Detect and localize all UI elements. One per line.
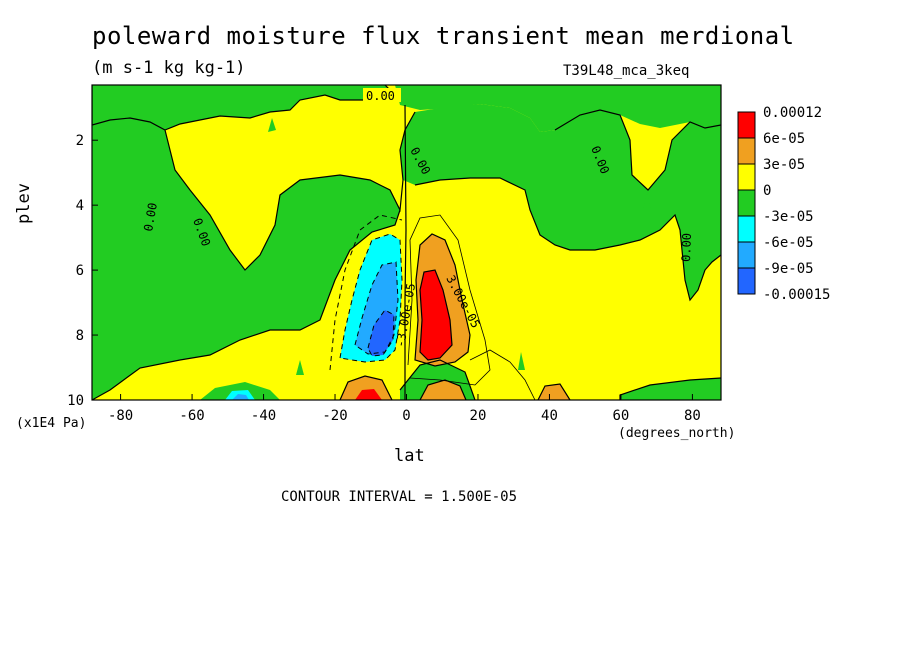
- field-green-speck-3: [296, 360, 304, 375]
- field-top-green-north: [395, 85, 721, 132]
- x-axis-label: lat: [394, 446, 425, 466]
- contour-pos-north: [414, 233, 471, 367]
- dataset-label: T39L48_mca_3keq: [563, 63, 690, 79]
- units-label: (m s-1 kg kg-1): [92, 58, 246, 78]
- contour-bottom-orange-40n: [537, 383, 571, 400]
- colorbar: 0.00012 6e-05 3e-05 0 -3e-05 -6e-05 -9e-05 -0.0…: [737, 105, 830, 303]
- field-green-bottom-right: [620, 378, 721, 400]
- colorbar-swatch: [737, 163, 756, 191]
- field-cyan-bottom-left2: [232, 394, 249, 400]
- contour-pos-outer: [407, 214, 491, 386]
- colorbar-label: 0.00012: [763, 105, 822, 121]
- field-green-speck-1: [268, 118, 276, 132]
- field-green-speck-4: [518, 352, 525, 370]
- field-red-north: [420, 270, 452, 360]
- y-ticks: 2 4 6 8 10: [67, 133, 98, 409]
- colorbar-swatch: [737, 267, 756, 295]
- y-tick-label: 10: [67, 393, 84, 409]
- field-green-south-pole: [92, 118, 400, 400]
- y-tick-label: 8: [76, 328, 84, 344]
- colorbar-swatch: [737, 189, 756, 217]
- contour-zero-bottom-right: [619, 377, 721, 400]
- contour-pos-north-inner: [419, 269, 453, 361]
- colorbar-swatch: [737, 215, 756, 243]
- contour-pos-outer2: [469, 349, 536, 400]
- colorbar-label: 3e-05: [763, 157, 805, 173]
- contour-neg-outer: [329, 214, 403, 371]
- contour-label-2: 0.00: [141, 202, 160, 233]
- colorbar-swatch: [737, 111, 756, 139]
- negative-contour-lines: [329, 214, 403, 371]
- contour-label-1: 0.00: [366, 89, 395, 103]
- contour-zero-lower: [92, 209, 401, 400]
- colorbar-label: -9e-05: [763, 261, 814, 277]
- colorbar-label: -3e-05: [763, 209, 814, 225]
- contour-label-6: 0.00: [679, 233, 694, 262]
- field-red-bottom-south: [355, 389, 382, 400]
- field-blue-south: [368, 310, 394, 356]
- x-tick-label: 20: [470, 408, 487, 424]
- x-tick-label: -40: [251, 408, 276, 424]
- contour-bottom-orange-north: [419, 379, 467, 400]
- contour-neg-2: [354, 261, 399, 355]
- x-tick-label: -20: [322, 408, 347, 424]
- x-tick-label: -80: [108, 408, 133, 424]
- x-tick-label: 40: [541, 408, 558, 424]
- contour-fields: [92, 85, 721, 400]
- field-orange-bottom-north: [420, 380, 466, 400]
- x-tick-label: -60: [179, 408, 204, 424]
- colorbar-label: -0.00015: [763, 287, 830, 303]
- y-tick-label: 4: [76, 198, 84, 214]
- x-axis-units: (degrees_north): [618, 426, 736, 441]
- contour-zero-south: [92, 111, 416, 271]
- contour-neg-3: [367, 309, 395, 357]
- x-tick-label: 80: [684, 408, 701, 424]
- contour-equator: [404, 104, 407, 400]
- contour-zero-bottom-mid: [399, 359, 476, 400]
- contour-zero-north-inner: [554, 109, 721, 191]
- x-tick-label: 0: [402, 408, 410, 424]
- field-green-speck-2: [643, 192, 651, 210]
- colorbar-swatch: [737, 137, 756, 165]
- x-tick-label: 60: [613, 408, 630, 424]
- chart-title: poleward moisture flux transient mean me…: [92, 22, 795, 50]
- contour-interval-label: CONTOUR INTERVAL = 1.500E-05: [281, 489, 518, 505]
- colorbar-label: 0: [763, 183, 771, 199]
- y-tick-label: 6: [76, 263, 84, 279]
- contour-neg-1: [339, 233, 403, 363]
- colorbar-swatch: [737, 241, 756, 269]
- colorbar-label: -6e-05: [763, 235, 814, 251]
- y-tick-label: 2: [76, 133, 84, 149]
- colorbar-label: 6e-05: [763, 131, 805, 147]
- contour-zero-north: [414, 177, 721, 302]
- field-orange-bottom-south: [340, 376, 392, 400]
- y-axis-units: (x1E4 Pa): [16, 416, 87, 431]
- field-green-north: [400, 104, 721, 300]
- contour-bottom-orange-south: [339, 375, 393, 400]
- x-ticks: -80 -60 -40 -20 0 20 40 60 80: [108, 394, 701, 424]
